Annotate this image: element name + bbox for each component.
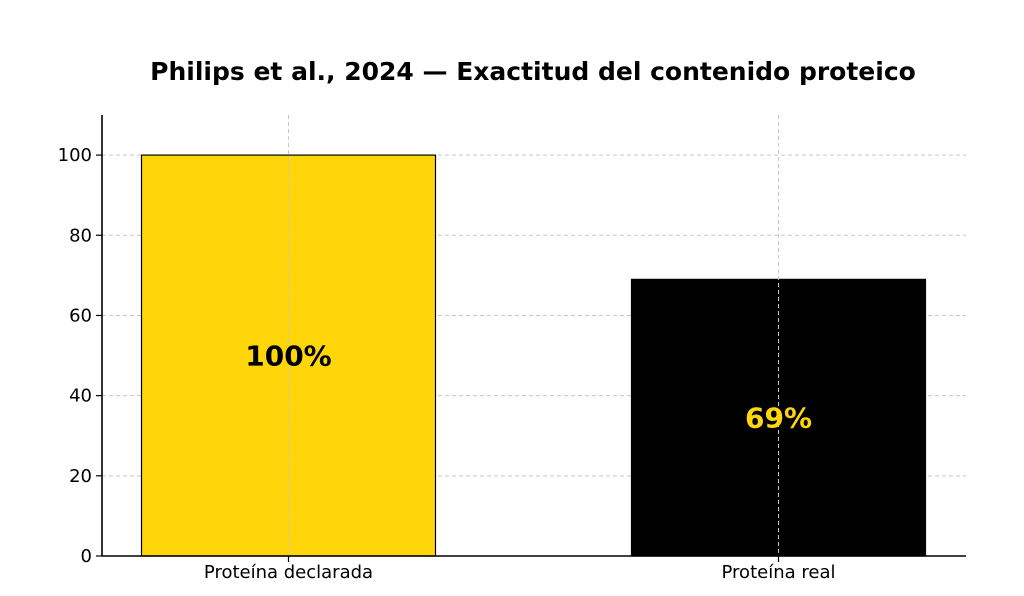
y-tick-label: 40 <box>69 386 92 407</box>
y-tick-label: 60 <box>69 305 92 326</box>
bar-value-label: 69% <box>745 402 812 435</box>
labels: 0 20 40 60 80 100 Proteína declarada Proteína r… <box>58 145 836 583</box>
chart-title: Philips et al., 2024 — Exactitud del con… <box>150 57 916 86</box>
bar-value-label: 100% <box>245 340 332 373</box>
bars <box>140 115 927 557</box>
x-tick-label: Proteína declarada <box>204 562 373 583</box>
y-tick-label: 0 <box>81 546 92 567</box>
y-tick-label: 100 <box>58 145 92 166</box>
axes <box>96 115 966 562</box>
x-tick-label: Proteína real <box>722 562 836 583</box>
y-tick-label: 20 <box>69 466 92 487</box>
y-tick-label: 80 <box>69 225 92 246</box>
